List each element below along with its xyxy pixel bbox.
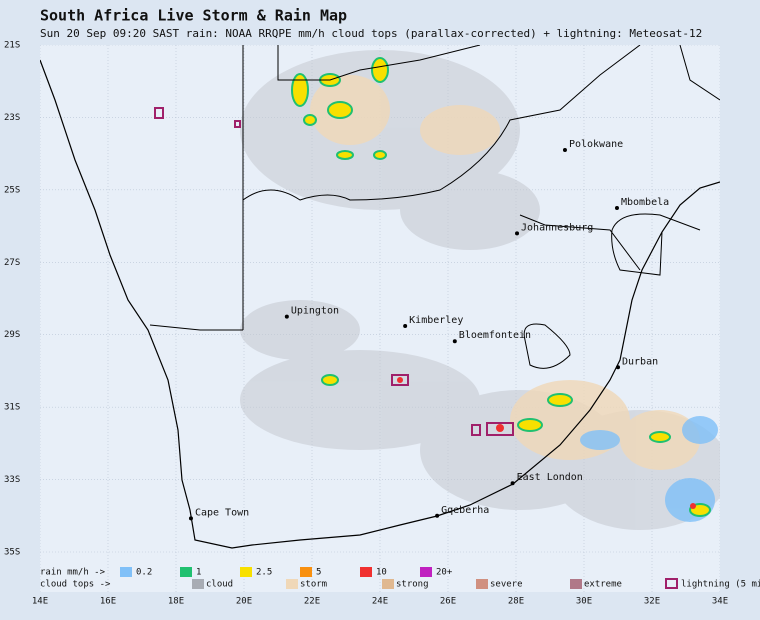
- legend-swatch: [286, 579, 298, 589]
- city-label: Polokwane: [569, 139, 623, 150]
- legend-swatch: [382, 579, 394, 589]
- legend-swatch: [240, 567, 252, 577]
- x-tick-label: 14E: [32, 597, 48, 607]
- coastline: [40, 59, 720, 549]
- legend-swatch: [360, 567, 372, 577]
- x-tick-label: 28E: [508, 597, 524, 607]
- x-tick-label: 34E: [712, 597, 728, 607]
- city-label: Mbombela: [621, 197, 669, 208]
- x-tick-label: 18E: [168, 597, 184, 607]
- legend-rain-label: rain mm/h ->: [40, 568, 106, 578]
- y-tick-label: 29S: [4, 330, 20, 340]
- city-label: Johannesburg: [521, 222, 593, 233]
- legend-swatch: [180, 567, 192, 577]
- city-label: East London: [517, 472, 583, 483]
- x-tick-label: 26E: [440, 597, 456, 607]
- lightning-marks: [154, 107, 514, 436]
- legend-label: 5: [316, 568, 321, 578]
- cloud-cover: [240, 50, 720, 530]
- city-label: Gqeberha: [441, 505, 489, 516]
- city-marker: [284, 314, 289, 319]
- y-tick-label: 21S: [4, 41, 20, 51]
- legend-swatch: [570, 579, 582, 589]
- city-label: Bloemfontein: [459, 330, 531, 341]
- legend-label: 0.2: [136, 568, 152, 578]
- city-marker: [403, 324, 408, 329]
- legend-label: extreme: [584, 580, 622, 590]
- city-marker: [435, 513, 440, 518]
- title: South Africa Live Storm & Rain Map: [40, 7, 347, 25]
- y-tick-label: 33S: [4, 475, 20, 485]
- city-marker: [614, 205, 619, 210]
- borders: [149, 45, 720, 369]
- legend-swatch: [420, 567, 432, 577]
- axes: 14E 16E 18E 20E 22E 24E 26E 28E 30E 32E 34E 21S 23S 2…: [4, 41, 728, 607]
- y-tick-label: 27S: [4, 258, 20, 268]
- x-tick-label: 30E: [576, 597, 592, 607]
- x-tick-label: 16E: [100, 597, 116, 607]
- x-tick-label: 24E: [372, 597, 388, 607]
- city-marker: [188, 516, 193, 521]
- city-marker: [515, 231, 520, 236]
- subtitle: Sun 20 Sep 09:20 SAST rain: NOAA RRQPE m…: [40, 27, 702, 40]
- x-tick-label: 32E: [644, 597, 660, 607]
- legend-swatch: [300, 567, 312, 577]
- legend-swatch: [476, 579, 488, 589]
- y-tick-label: 25S: [4, 185, 20, 195]
- city-marker: [452, 339, 457, 344]
- y-tick-label: 35S: [4, 548, 20, 558]
- city-marker: [510, 481, 515, 486]
- legend-cloud-label: cloud tops ->: [40, 580, 111, 590]
- cities: Polokwane Mbombela Johannesburg Upington Kim…: [188, 139, 669, 521]
- city-marker: [616, 365, 620, 370]
- legend-label: 2.5: [256, 568, 272, 578]
- x-tick-label: 20E: [236, 597, 252, 607]
- map-layers: Polokwane Mbombela Johannesburg Upington Kim…: [40, 45, 720, 592]
- legend-label: strong: [396, 580, 429, 590]
- legend-swatch: [120, 567, 132, 577]
- city-label: Durban: [622, 356, 658, 367]
- y-tick-label: 31S: [4, 403, 20, 413]
- legend-label: cloud: [206, 580, 233, 590]
- rain-heavy: [397, 377, 696, 509]
- legend-swatch: [192, 579, 204, 589]
- legend-label: 10: [376, 568, 387, 578]
- y-tick-label: 23S: [4, 113, 20, 123]
- legend-label: storm: [300, 580, 327, 590]
- legend-label: 1: [196, 568, 201, 578]
- city-label: Upington: [291, 306, 339, 317]
- city-label: Kimberley: [409, 315, 463, 326]
- city-marker: [562, 148, 567, 153]
- legend-label: 20+: [436, 568, 453, 578]
- legend-label: severe: [490, 580, 523, 590]
- legend-label: lightning (5 min: [681, 580, 760, 590]
- x-tick-label: 22E: [304, 597, 320, 607]
- legend: rain mm/h -> 0.2 1 2.5 5 10 20+ cloud tops -> cl…: [40, 567, 760, 590]
- city-label: Cape Town: [195, 507, 249, 518]
- legend-swatch: [665, 578, 678, 589]
